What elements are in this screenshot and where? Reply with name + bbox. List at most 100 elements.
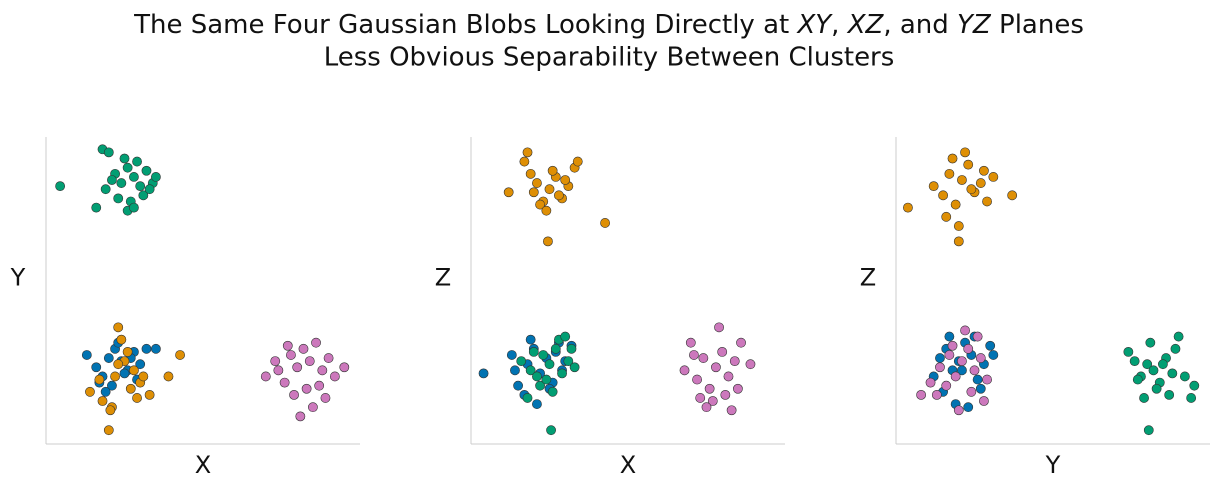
point: [1189, 380, 1200, 391]
point: [745, 359, 756, 370]
point: [966, 386, 977, 397]
point: [113, 322, 124, 333]
point: [323, 353, 334, 363]
point: [279, 377, 290, 388]
y-axis-label: Z: [860, 264, 876, 292]
point: [110, 371, 120, 382]
point: [91, 362, 102, 373]
title: The Same Four Gaussian Blobs Looking Dir…: [133, 10, 1084, 40]
point: [519, 156, 530, 167]
point: [513, 380, 523, 391]
point: [692, 374, 702, 385]
point: [150, 343, 161, 354]
point: [532, 399, 542, 409]
point: [516, 356, 527, 367]
point: [957, 356, 967, 367]
point: [975, 383, 986, 394]
point: [273, 365, 284, 376]
point: [1167, 368, 1178, 379]
point: [175, 350, 185, 360]
point: [103, 147, 114, 158]
point: [81, 350, 92, 360]
point: [733, 383, 743, 394]
title-part: XY: [795, 10, 833, 40]
point: [116, 334, 127, 345]
point: [1123, 346, 1134, 357]
point: [1170, 343, 1181, 354]
point: [525, 365, 536, 376]
point: [260, 371, 271, 382]
point: [953, 405, 964, 416]
point: [985, 340, 996, 351]
point: [960, 147, 970, 158]
point: [953, 221, 964, 231]
title-part: Planes: [991, 10, 1084, 40]
point: [944, 350, 955, 360]
point: [544, 359, 555, 370]
point: [1142, 359, 1153, 370]
point: [311, 337, 321, 348]
point: [953, 236, 964, 247]
point: [1179, 371, 1190, 382]
point: [314, 380, 325, 391]
point: [150, 172, 161, 182]
point: [704, 383, 715, 394]
point: [982, 374, 992, 385]
point: [298, 343, 309, 354]
point: [541, 205, 552, 216]
point: [963, 159, 974, 170]
point: [569, 362, 580, 373]
point: [1164, 389, 1175, 400]
point: [541, 374, 552, 385]
y-axis-label: Y: [10, 264, 26, 292]
point: [1143, 425, 1154, 436]
point: [97, 396, 108, 406]
point: [685, 337, 696, 348]
point: [339, 362, 350, 373]
point: [503, 187, 514, 198]
point: [979, 165, 989, 176]
point: [113, 193, 124, 204]
point: [1158, 359, 1168, 370]
point: [535, 380, 545, 391]
point: [701, 402, 712, 413]
point: [270, 356, 281, 367]
point: [129, 365, 139, 376]
point: [532, 371, 542, 382]
point: [1173, 331, 1184, 342]
point: [135, 359, 146, 370]
point: [960, 325, 970, 336]
point: [282, 340, 293, 351]
point: [55, 181, 66, 192]
point: [689, 350, 699, 360]
point: [979, 396, 989, 406]
point: [723, 371, 734, 382]
subtitle: Less Obvious Separability Between Cluste…: [324, 43, 895, 73]
point: [560, 175, 571, 185]
point: [546, 425, 556, 436]
point: [572, 156, 583, 167]
point: [544, 184, 555, 195]
point: [944, 168, 955, 179]
point: [94, 374, 105, 385]
point: [535, 199, 545, 210]
point: [292, 362, 303, 373]
point: [144, 184, 155, 195]
point: [320, 393, 331, 403]
x-axis-label: X: [620, 451, 636, 479]
point: [478, 368, 489, 379]
point: [941, 380, 952, 391]
point: [947, 340, 958, 351]
point: [938, 190, 948, 201]
point: [963, 343, 974, 354]
point: [510, 365, 520, 376]
point: [950, 199, 961, 210]
point: [528, 187, 539, 198]
point: [286, 350, 296, 360]
point: [522, 147, 533, 158]
point: [550, 343, 561, 354]
point: [903, 202, 913, 213]
point: [105, 405, 116, 416]
point: [729, 356, 740, 367]
point: [317, 365, 328, 376]
